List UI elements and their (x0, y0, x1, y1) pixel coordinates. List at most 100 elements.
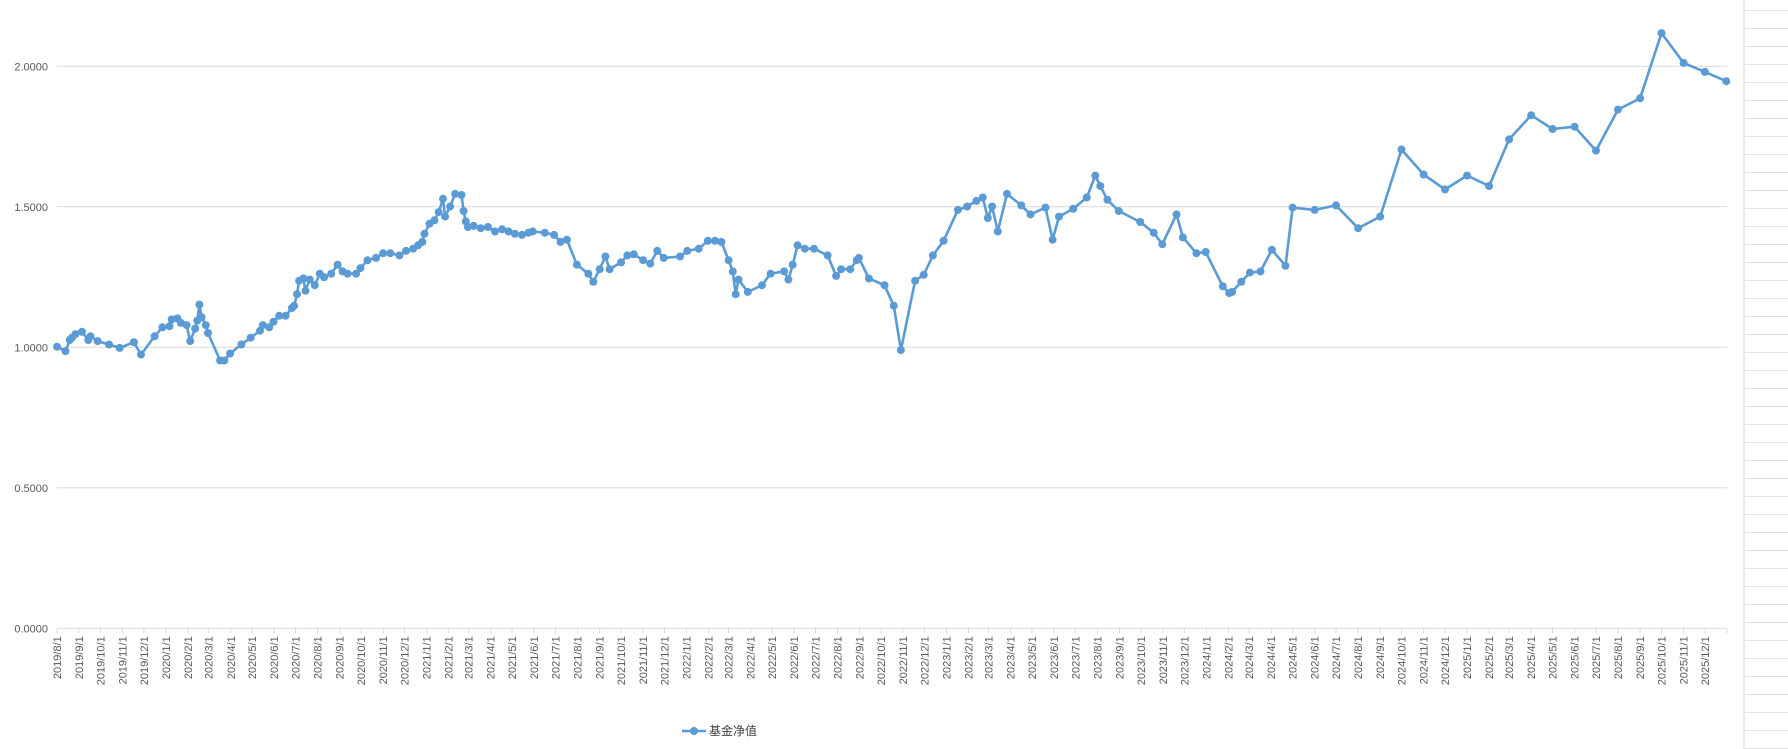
data-point[interactable] (605, 265, 614, 274)
data-point[interactable] (1017, 201, 1026, 210)
data-point[interactable] (395, 251, 404, 260)
data-point[interactable] (1463, 171, 1472, 180)
data-point[interactable] (1172, 210, 1181, 219)
data-point[interactable] (1310, 205, 1319, 214)
data-point[interactable] (1082, 193, 1091, 202)
data-point[interactable] (430, 216, 439, 225)
data-point[interactable] (320, 273, 329, 282)
data-point[interactable] (310, 281, 319, 290)
data-point[interactable] (1570, 122, 1579, 131)
data-point[interactable] (491, 227, 499, 236)
data-point[interactable] (617, 258, 625, 267)
data-point[interactable] (201, 321, 210, 330)
data-point[interactable] (728, 267, 737, 276)
data-point[interactable] (220, 356, 229, 365)
data-point[interactable] (1048, 235, 1057, 244)
data-point[interactable] (459, 207, 468, 215)
data-point[interactable] (1201, 248, 1210, 256)
data-point[interactable] (299, 274, 308, 283)
data-point[interactable] (197, 313, 206, 322)
data-point[interactable] (717, 237, 726, 246)
data-point[interactable] (919, 270, 928, 279)
data-point[interactable] (1441, 185, 1449, 194)
data-point[interactable] (1281, 261, 1290, 270)
data-point[interactable] (265, 323, 274, 332)
data-point[interactable] (1228, 287, 1237, 296)
data-point[interactable] (379, 249, 388, 258)
data-point[interactable] (305, 275, 314, 284)
data-point[interactable] (800, 244, 809, 253)
data-point[interactable] (711, 236, 719, 245)
data-point[interactable] (939, 236, 948, 245)
data-point[interactable] (854, 253, 863, 262)
data-point[interactable] (53, 342, 61, 351)
data-point[interactable] (504, 227, 513, 236)
data-point[interactable] (653, 246, 662, 255)
data-point[interactable] (793, 241, 802, 250)
data-point[interactable] (889, 301, 898, 310)
data-point[interactable] (372, 253, 380, 262)
data-point[interactable] (784, 275, 793, 284)
data-point[interactable] (562, 235, 571, 244)
data-point[interactable] (137, 350, 145, 359)
data-point[interactable] (731, 290, 740, 299)
data-point[interactable] (518, 230, 526, 239)
data-point[interactable] (457, 191, 466, 199)
data-point[interactable] (204, 329, 212, 337)
data-point[interactable] (972, 196, 981, 205)
data-point[interactable] (1218, 282, 1227, 291)
data-point[interactable] (1700, 67, 1709, 76)
data-point[interactable] (724, 256, 733, 265)
data-point[interactable] (439, 194, 447, 203)
data-point[interactable] (1237, 277, 1246, 286)
data-point[interactable] (1592, 146, 1600, 155)
data-point[interactable] (301, 286, 310, 295)
data-point[interactable] (293, 290, 301, 299)
data-point[interactable] (734, 275, 743, 284)
data-point[interactable] (498, 225, 507, 234)
data-point[interactable] (150, 332, 159, 341)
data-point[interactable] (896, 346, 905, 355)
data-point[interactable] (476, 224, 485, 233)
data-point[interactable] (823, 251, 832, 260)
data-point[interactable] (446, 202, 455, 211)
data-point[interactable] (743, 287, 752, 296)
data-point[interactable] (810, 244, 818, 253)
data-point[interactable] (402, 246, 410, 255)
data-point[interactable] (1158, 240, 1167, 249)
data-point[interactable] (963, 202, 972, 211)
data-point[interactable] (1548, 125, 1557, 133)
data-point[interactable] (639, 256, 648, 265)
data-point[interactable] (928, 251, 937, 260)
data-point[interactable] (343, 269, 352, 278)
data-point[interactable] (281, 311, 290, 320)
data-point[interactable] (1178, 233, 1187, 242)
data-point[interactable] (694, 244, 703, 253)
data-point[interactable] (418, 237, 427, 246)
data-point[interactable] (993, 227, 1002, 236)
data-point[interactable] (601, 252, 610, 261)
data-point[interactable] (1376, 212, 1385, 221)
data-point[interactable] (540, 228, 549, 237)
data-point[interactable] (1041, 203, 1050, 212)
data-point[interactable] (269, 317, 278, 326)
data-point[interactable] (352, 269, 361, 278)
data-point[interactable] (115, 343, 124, 352)
data-point[interactable] (1527, 111, 1536, 120)
data-point[interactable] (71, 330, 80, 339)
data-point[interactable] (623, 251, 632, 260)
data-point[interactable] (595, 265, 604, 274)
data-point[interactable] (226, 349, 235, 358)
data-point[interactable] (1267, 245, 1276, 254)
data-point[interactable] (191, 324, 200, 333)
data-point[interactable] (1614, 105, 1622, 114)
data-point[interactable] (864, 274, 873, 283)
data-point[interactable] (105, 340, 113, 349)
data-point[interactable] (589, 277, 598, 286)
data-point[interactable] (451, 189, 460, 198)
data-point[interactable] (846, 265, 855, 274)
data-point[interactable] (911, 276, 920, 285)
data-point[interactable] (780, 267, 789, 276)
data-point[interactable] (703, 236, 712, 245)
data-point[interactable] (93, 337, 102, 346)
